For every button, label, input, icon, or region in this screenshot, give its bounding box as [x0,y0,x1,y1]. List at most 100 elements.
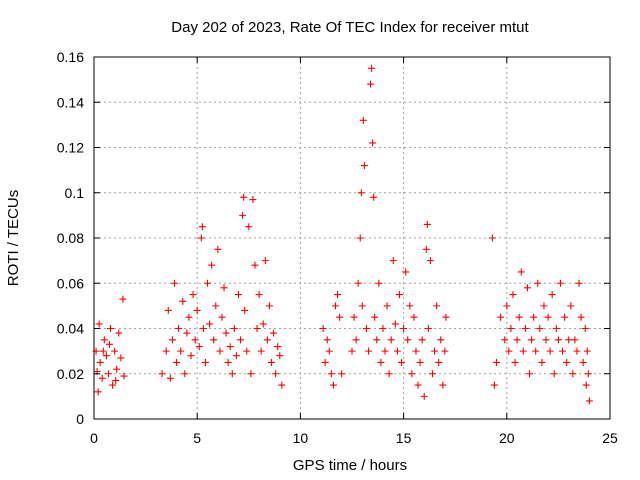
data-point [546,347,554,355]
data-point [120,372,128,380]
data-point [98,374,106,382]
data-point [187,352,195,360]
data-point [112,377,120,385]
data-point [431,347,439,355]
data-point [416,358,424,366]
data-point [435,358,443,366]
y-tick-label: 0.12 [57,140,84,156]
data-point [544,313,552,321]
data-point [189,291,197,299]
y-tick-label: 0.04 [57,321,84,337]
data-point [100,336,108,344]
data-point [503,302,511,310]
data-point [552,325,560,332]
data-point [442,313,450,321]
data-point [433,302,441,310]
data-point [175,325,183,332]
data-point [164,306,172,314]
data-point [199,325,207,332]
plot-frame [93,56,611,420]
data-point [377,358,385,366]
data-point [418,336,426,344]
data-point [325,347,333,355]
data-point [532,347,540,355]
data-point [362,325,370,332]
x-tick-label: 15 [396,430,412,446]
data-point [406,302,414,310]
data-point [220,284,228,292]
data-point [420,392,428,400]
data-point [526,370,534,378]
data-point [584,370,592,378]
data-point [216,347,224,355]
data-point [193,306,201,314]
data-point [272,370,280,378]
data-point [571,336,579,344]
data-point [357,189,365,197]
data-point [360,162,368,170]
data-point [530,313,538,321]
y-tick-label: 0 [76,411,84,427]
data-point [327,370,335,378]
data-point [400,325,408,332]
data-point [94,388,102,396]
data-point [517,268,525,276]
data-point [548,291,556,299]
data-point [408,370,416,378]
data-point [414,381,422,389]
data-point [528,336,536,344]
data-point [259,320,267,328]
data-point [181,370,189,378]
x-tick-label: 0 [90,430,98,446]
data-point [556,279,564,287]
data-point [195,343,203,351]
data-point [492,358,500,366]
data-point [542,336,550,344]
data-point [95,320,103,328]
data-point [105,340,113,348]
data-point [540,302,548,310]
data-point [214,245,222,253]
x-tick-label: 25 [602,430,618,446]
x-tick-label: 10 [293,430,309,446]
data-point [115,329,123,337]
data-point [257,347,265,355]
data-point [365,347,373,355]
y-tick-label: 0.08 [57,230,84,246]
data-point [428,370,436,378]
data-point [368,64,376,72]
data-point [334,291,342,299]
data-point [113,365,121,373]
data-point [268,358,276,366]
data-point [240,193,248,201]
data-point [393,347,401,355]
data-point [319,325,327,332]
data-point [261,257,269,265]
data-point [569,370,577,378]
data-point [168,336,176,344]
data-point [336,313,344,321]
y-axis-label: ROTI / TECUs [5,190,22,286]
data-point [404,336,412,344]
data-point [232,352,240,360]
data-point [173,358,181,366]
data-point [350,313,358,321]
data-point [563,358,571,366]
data-point [239,211,247,219]
y-tick-label: 0.02 [57,366,84,382]
data-point [575,279,583,287]
data-point [352,336,360,344]
data-point [582,381,590,389]
data-point [179,297,187,305]
data-point [501,336,509,344]
data-point [554,336,562,344]
x-tick-label: 5 [193,430,201,446]
data-point [321,358,329,366]
data-point [222,329,230,337]
data-point [278,381,286,389]
data-point [197,234,205,242]
data-point [513,336,521,344]
data-point [247,370,255,378]
data-point [224,358,232,366]
data-point [538,358,546,366]
